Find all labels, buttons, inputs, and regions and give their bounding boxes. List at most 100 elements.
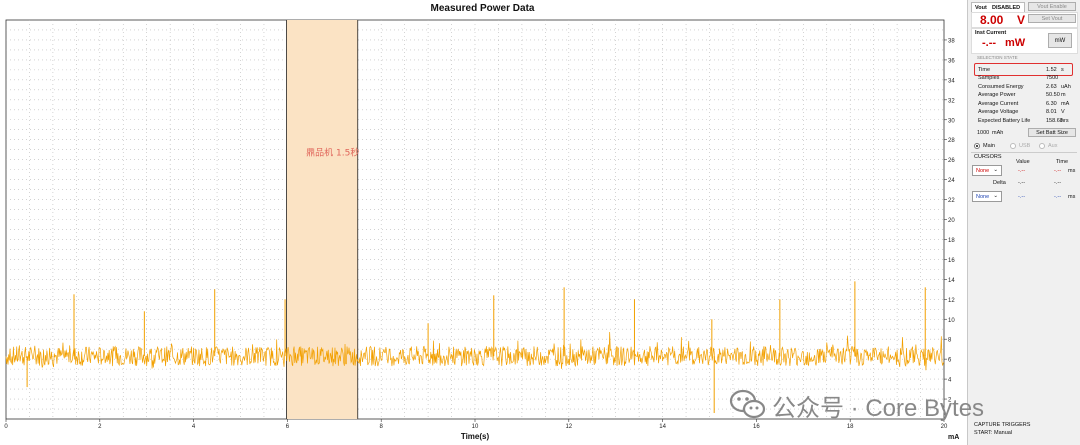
stat-unit: m bbox=[1061, 92, 1066, 98]
y-tick-label: 8 bbox=[948, 338, 952, 344]
unit-toggle-button[interactable]: mW bbox=[1048, 33, 1072, 48]
y-tick-label: 32 bbox=[948, 98, 955, 104]
y-tick-label: 38 bbox=[948, 38, 955, 44]
stat-row: Average Voltage 8.01 V bbox=[977, 109, 1077, 116]
inst-current-value: -.-- bbox=[982, 37, 996, 49]
vout-status: DISABLED bbox=[992, 5, 1020, 11]
stat-label: Expected Battery Life bbox=[978, 118, 1030, 124]
stat-row: Average Current 6.30 mA bbox=[977, 101, 1077, 108]
radio-aux-label: Aux bbox=[1048, 143, 1057, 149]
stat-unit: V bbox=[1061, 109, 1065, 115]
x-tick-label: 18 bbox=[847, 424, 854, 430]
y-axis-unit-label: mA bbox=[948, 434, 959, 441]
x-tick-label: 0 bbox=[4, 424, 8, 430]
y-tick-label: 6 bbox=[948, 358, 952, 364]
y-tick-label: 4 bbox=[948, 378, 952, 384]
stat-unit: uAh bbox=[1061, 84, 1071, 90]
stat-value: 7500 bbox=[1046, 75, 1058, 81]
y-tick-label: 28 bbox=[948, 138, 955, 144]
cursor2-time: -.-- bbox=[1054, 194, 1061, 200]
y-tick-label: 24 bbox=[948, 178, 955, 184]
stat-row: Average Power 50.50 m bbox=[977, 92, 1077, 99]
y-tick-label: 36 bbox=[948, 58, 955, 64]
delta-time: -.-- bbox=[1054, 180, 1061, 186]
stat-unit: hrs bbox=[1061, 118, 1069, 124]
cursor1-time-unit: ms bbox=[1068, 168, 1075, 174]
control-panel: Vout DISABLED Vout Enable 8.00 V Set Vou… bbox=[967, 0, 1080, 445]
y-tick-label: 34 bbox=[948, 78, 955, 84]
y-tick-label: 12 bbox=[948, 298, 955, 304]
x-tick-label: 20 bbox=[941, 424, 948, 430]
radio-usb[interactable] bbox=[1010, 143, 1016, 149]
stat-row: Samples 7500 bbox=[977, 75, 1077, 82]
stat-row: Expected Battery Life 158.68 hrs bbox=[977, 118, 1077, 125]
x-tick-label: 4 bbox=[192, 424, 196, 430]
cursor1-value: -.-- bbox=[1018, 168, 1025, 174]
y-tick-label: 22 bbox=[948, 198, 955, 204]
time-label: Time bbox=[978, 67, 990, 73]
x-tick-label: 8 bbox=[380, 424, 384, 430]
time-value: 1.52 bbox=[1046, 67, 1057, 73]
x-tick-label: 14 bbox=[659, 424, 666, 430]
time-unit: s bbox=[1061, 67, 1064, 73]
radio-main-label: Main bbox=[983, 143, 995, 149]
y-tick-label: 30 bbox=[948, 118, 955, 124]
value-header: Value bbox=[1016, 159, 1030, 165]
chevron-down-icon: ⌄ bbox=[993, 167, 998, 173]
stat-label: Samples bbox=[978, 75, 999, 81]
set-batt-size-button[interactable]: Set Batt Size bbox=[1028, 128, 1076, 137]
cursor2-value: -.-- bbox=[1018, 194, 1025, 200]
stat-unit: mA bbox=[1061, 101, 1069, 107]
stat-value: 2.63 bbox=[1046, 84, 1057, 90]
cursor1-time: -.-- bbox=[1054, 168, 1061, 174]
y-tick-label: 14 bbox=[948, 278, 955, 284]
x-tick-label: 16 bbox=[753, 424, 760, 430]
watermark-text: 公众号 · Core Bytes bbox=[772, 388, 984, 423]
stat-row: Consumed Energy 2.63 uAh bbox=[977, 84, 1077, 91]
vout-enable-button[interactable]: Vout Enable bbox=[1028, 2, 1076, 11]
stat-value: 8.01 bbox=[1046, 109, 1057, 115]
radio-aux[interactable] bbox=[1039, 143, 1045, 149]
vout-value: 8.00 bbox=[980, 13, 1003, 27]
selection-annotation: 鼎品机 1.5秒 bbox=[306, 147, 359, 159]
set-vout-button[interactable]: Set Vout bbox=[1028, 14, 1076, 23]
power-chart[interactable]: Measured Power Data 2 4 6 8 10 12 14 16 18 20 22 24… bbox=[0, 0, 965, 445]
stat-label: Average Voltage bbox=[978, 109, 1018, 115]
radio-main[interactable] bbox=[974, 143, 980, 149]
radio-usb-label: USB bbox=[1019, 143, 1030, 149]
stat-label: Average Current bbox=[978, 101, 1018, 107]
time-header: Time bbox=[1056, 159, 1068, 165]
start-value: Manual bbox=[994, 430, 1012, 436]
x-axis-label: Time(s) bbox=[461, 432, 490, 441]
inst-current-label: Inst Current bbox=[975, 30, 1006, 36]
y-tick-label: 16 bbox=[948, 258, 955, 264]
wechat-icon bbox=[728, 386, 768, 422]
y-tick-label: 20 bbox=[948, 218, 955, 224]
time-row: Time 1.52 s bbox=[977, 67, 1077, 74]
delta-label: Delta bbox=[993, 180, 1006, 186]
cursor2-select[interactable]: None ⌄ bbox=[972, 191, 1002, 202]
x-tick-label: 10 bbox=[472, 424, 479, 430]
stat-value: 6.30 bbox=[1046, 101, 1057, 107]
chevron-down-icon: ⌄ bbox=[993, 193, 998, 199]
y-tick-label: 26 bbox=[948, 158, 955, 164]
divider bbox=[971, 152, 1077, 153]
x-tick-label: 2 bbox=[98, 424, 102, 430]
cursors-label: CURSORS bbox=[974, 154, 1002, 160]
vout-unit: V bbox=[1017, 13, 1025, 27]
inst-current-unit: mW bbox=[1005, 37, 1025, 49]
selection-state-label: SELECTION STATE bbox=[977, 55, 1018, 60]
stat-value: 50.50 bbox=[1046, 92, 1060, 98]
x-tick-label: 12 bbox=[565, 424, 572, 430]
y-tick-label: 18 bbox=[948, 238, 955, 244]
cursor2-select-value: None bbox=[976, 194, 989, 200]
start-label: START: bbox=[974, 430, 992, 436]
battery-unit: mAh bbox=[992, 130, 1003, 136]
watermark: 公众号 · Core Bytes bbox=[728, 384, 1058, 424]
cursor2-time-unit: ms bbox=[1068, 194, 1075, 200]
stat-label: Average Power bbox=[978, 92, 1016, 98]
cursor1-select[interactable]: None ⌄ bbox=[972, 165, 1002, 176]
battery-capacity: 1000 bbox=[977, 130, 989, 136]
stat-label: Consumed Energy bbox=[978, 84, 1024, 90]
